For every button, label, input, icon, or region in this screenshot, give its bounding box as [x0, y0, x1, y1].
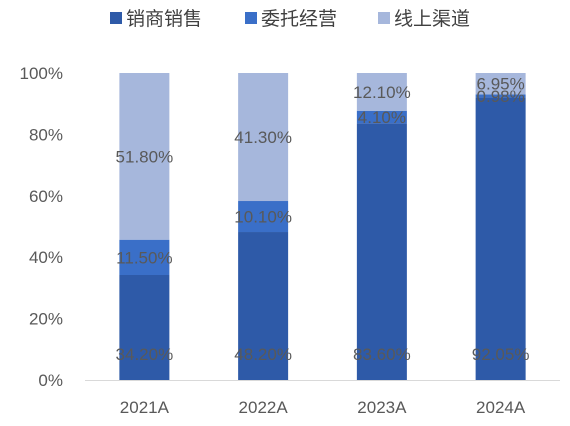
bar-segment [475, 94, 526, 98]
bars [119, 73, 526, 381]
y-tick-label: 20% [29, 310, 63, 329]
y-tick-label: 60% [29, 187, 63, 206]
data-label: 12.10% [353, 83, 411, 102]
data-label: 0.98% [477, 87, 525, 106]
x-tick-label: 2022A [239, 398, 289, 417]
y-axis: 0% 20% 40% 60% 80% 100% [20, 64, 63, 390]
x-tick-label: 2021A [120, 398, 170, 417]
y-tick-label: 80% [29, 125, 63, 144]
bar-segment [119, 275, 170, 380]
y-tick-label: 0% [38, 371, 63, 390]
legend-swatch-0 [110, 12, 122, 24]
data-label: 34.20% [116, 345, 174, 364]
data-labels: 34.20% 11.50% 51.80% 48.20% 10.10% 41.30% 83.6… [116, 75, 530, 364]
bar-segment [119, 239, 170, 276]
data-label: 11.50% [116, 248, 172, 267]
data-label: 10.10% [234, 208, 292, 227]
data-label: 92.05% [472, 345, 530, 364]
bar-segment [475, 97, 526, 381]
bar-segment [475, 73, 526, 95]
x-tick-label: 2023A [357, 398, 407, 417]
chart-legend: 销商销售 委托经营 线上渠道 [110, 8, 470, 30]
legend-label-0: 销商销售 [126, 8, 202, 30]
bar-segment [356, 73, 407, 111]
data-label: 83.60% [353, 345, 411, 364]
data-label: 48.20% [234, 345, 292, 364]
data-label: 6.95% [477, 75, 525, 94]
legend-swatch-1 [245, 12, 257, 24]
bar-segment [238, 73, 289, 202]
bar-segment [119, 73, 170, 240]
legend-label-1: 委托经营 [261, 8, 337, 30]
x-tick-label: 2024A [476, 398, 526, 417]
data-label: 51.80% [116, 147, 174, 166]
data-label: 41.30% [234, 128, 292, 147]
y-tick-label: 40% [29, 248, 63, 267]
legend-swatch-2 [378, 12, 390, 24]
x-axis: 2021A 2022A 2023A 2024A [120, 398, 526, 417]
bar-segment [238, 232, 289, 380]
y-tick-label: 100% [20, 64, 63, 83]
bar-segment [356, 123, 407, 381]
data-label: 4.10% [358, 108, 406, 127]
bar-segment [238, 201, 289, 233]
bar-segment [356, 110, 407, 124]
legend-label-2: 线上渠道 [394, 8, 470, 30]
